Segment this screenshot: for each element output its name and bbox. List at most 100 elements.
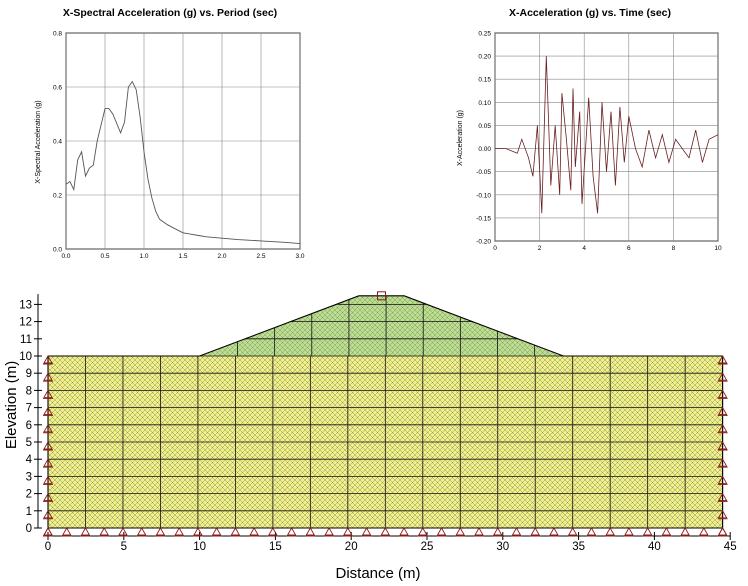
x-tick-label: 8 bbox=[672, 245, 676, 252]
crest-history-point-marker[interactable] bbox=[377, 291, 387, 301]
support-glyph bbox=[211, 527, 222, 537]
support-glyph bbox=[586, 527, 597, 537]
support-triangle bbox=[717, 423, 728, 434]
support-triangle bbox=[80, 527, 91, 537]
support-glyph bbox=[43, 527, 53, 537]
support-glyph bbox=[717, 441, 728, 451]
support-glyph bbox=[717, 423, 728, 434]
support-glyph bbox=[249, 527, 260, 537]
y-tick-label: 10 bbox=[19, 351, 32, 363]
y-tick-label: 6 bbox=[26, 420, 32, 432]
support-triangle bbox=[43, 475, 53, 485]
x-tick-label: 40 bbox=[648, 541, 661, 553]
support-triangle bbox=[43, 355, 53, 365]
y-tick-label: -0.20 bbox=[476, 239, 491, 246]
x-tick-label: 2.5 bbox=[256, 253, 265, 260]
support-glyph bbox=[305, 527, 316, 537]
y-tick-label: 1 bbox=[26, 506, 32, 518]
support-triangle bbox=[192, 527, 203, 537]
y-tick-label: 0.8 bbox=[53, 31, 62, 38]
x-tick-label: 2 bbox=[538, 245, 542, 252]
y-tick-label: 5 bbox=[26, 437, 32, 449]
support-glyph bbox=[174, 527, 185, 537]
support-glyph bbox=[680, 527, 691, 537]
support-triangle bbox=[305, 527, 316, 537]
support-triangle bbox=[361, 527, 372, 537]
support-triangle bbox=[717, 527, 728, 537]
y-tick-label: 4 bbox=[26, 454, 33, 466]
support-triangle bbox=[155, 527, 166, 537]
support-triangle bbox=[698, 527, 709, 537]
y-tick-label: 0.2 bbox=[53, 193, 62, 200]
support-triangle bbox=[717, 492, 728, 503]
support-triangle bbox=[43, 389, 53, 399]
support-glyph bbox=[530, 527, 541, 537]
y-tick-label: -0.10 bbox=[476, 192, 491, 199]
support-glyph bbox=[43, 492, 53, 503]
support-triangle bbox=[717, 475, 728, 485]
y-tick-label: -0.15 bbox=[476, 215, 491, 222]
y-tick-label: 8 bbox=[26, 385, 32, 397]
support-triangle bbox=[717, 441, 728, 451]
support-triangle bbox=[717, 372, 728, 382]
y-tick-label: 0.6 bbox=[53, 85, 62, 92]
support-glyph bbox=[623, 527, 634, 537]
support-glyph bbox=[43, 441, 53, 451]
support-triangle bbox=[511, 527, 522, 537]
support-glyph bbox=[605, 527, 616, 537]
support-glyph bbox=[698, 527, 709, 537]
accel-chart-ylabel: X-Acceleration (g) bbox=[457, 110, 464, 166]
support-triangle bbox=[605, 527, 616, 537]
support-triangle bbox=[43, 509, 53, 520]
support-glyph bbox=[548, 527, 559, 537]
support-triangle bbox=[43, 527, 53, 537]
accel-chart-title: X-Acceleration (g) vs. Time (sec) bbox=[509, 7, 671, 19]
support-triangle bbox=[436, 527, 447, 537]
support-triangle bbox=[586, 527, 597, 537]
support-glyph bbox=[43, 509, 53, 520]
spectral-acceleration-chart: X-Spectral Acceleration (g) vs. Period (… bbox=[35, 7, 305, 260]
spectral-chart-title: X-Spectral Acceleration (g) vs. Period (… bbox=[63, 7, 277, 19]
y-tick-label: 0.05 bbox=[478, 123, 491, 130]
support-triangle bbox=[43, 423, 53, 434]
support-glyph bbox=[61, 527, 72, 537]
support-glyph bbox=[399, 527, 410, 537]
support-triangle bbox=[43, 441, 53, 451]
x-tick-label: 4 bbox=[582, 245, 586, 252]
y-tick-label: 7 bbox=[26, 403, 32, 415]
support-glyph bbox=[192, 527, 203, 537]
support-glyph bbox=[436, 527, 447, 537]
support-triangle bbox=[417, 527, 428, 537]
support-glyph bbox=[474, 527, 485, 537]
y-tick-label: 11 bbox=[20, 334, 32, 346]
embankment-hatch bbox=[199, 295, 564, 356]
support-glyph bbox=[43, 355, 53, 365]
support-glyph bbox=[717, 389, 728, 399]
support-triangle bbox=[43, 492, 53, 503]
x-tick-label: 25 bbox=[421, 541, 434, 553]
support-triangle bbox=[455, 527, 466, 537]
support-triangle bbox=[43, 458, 53, 468]
support-glyph bbox=[267, 527, 278, 537]
y-tick-label: 0.15 bbox=[478, 77, 491, 84]
support-triangle bbox=[717, 355, 728, 365]
spectral-chart-ylabel: X-Spectral Acceleration (g) bbox=[35, 100, 42, 183]
support-glyph bbox=[136, 527, 147, 537]
support-glyph bbox=[230, 527, 241, 537]
support-triangle bbox=[399, 527, 410, 537]
x-tick-label: 10 bbox=[714, 245, 722, 252]
support-glyph bbox=[43, 423, 53, 434]
mesh-xlabel: Distance (m) bbox=[335, 565, 420, 582]
support-glyph bbox=[361, 527, 372, 537]
support-triangle bbox=[61, 527, 72, 537]
support-triangle bbox=[642, 527, 653, 537]
x-tick-label: 0.0 bbox=[61, 253, 70, 260]
x-tick-label: 0 bbox=[493, 245, 497, 252]
spectral-series-line bbox=[65, 80, 301, 245]
support-triangle bbox=[286, 527, 297, 537]
support-glyph bbox=[642, 527, 653, 537]
support-triangle bbox=[136, 527, 147, 537]
support-glyph bbox=[717, 509, 728, 520]
support-triangle bbox=[661, 527, 672, 537]
